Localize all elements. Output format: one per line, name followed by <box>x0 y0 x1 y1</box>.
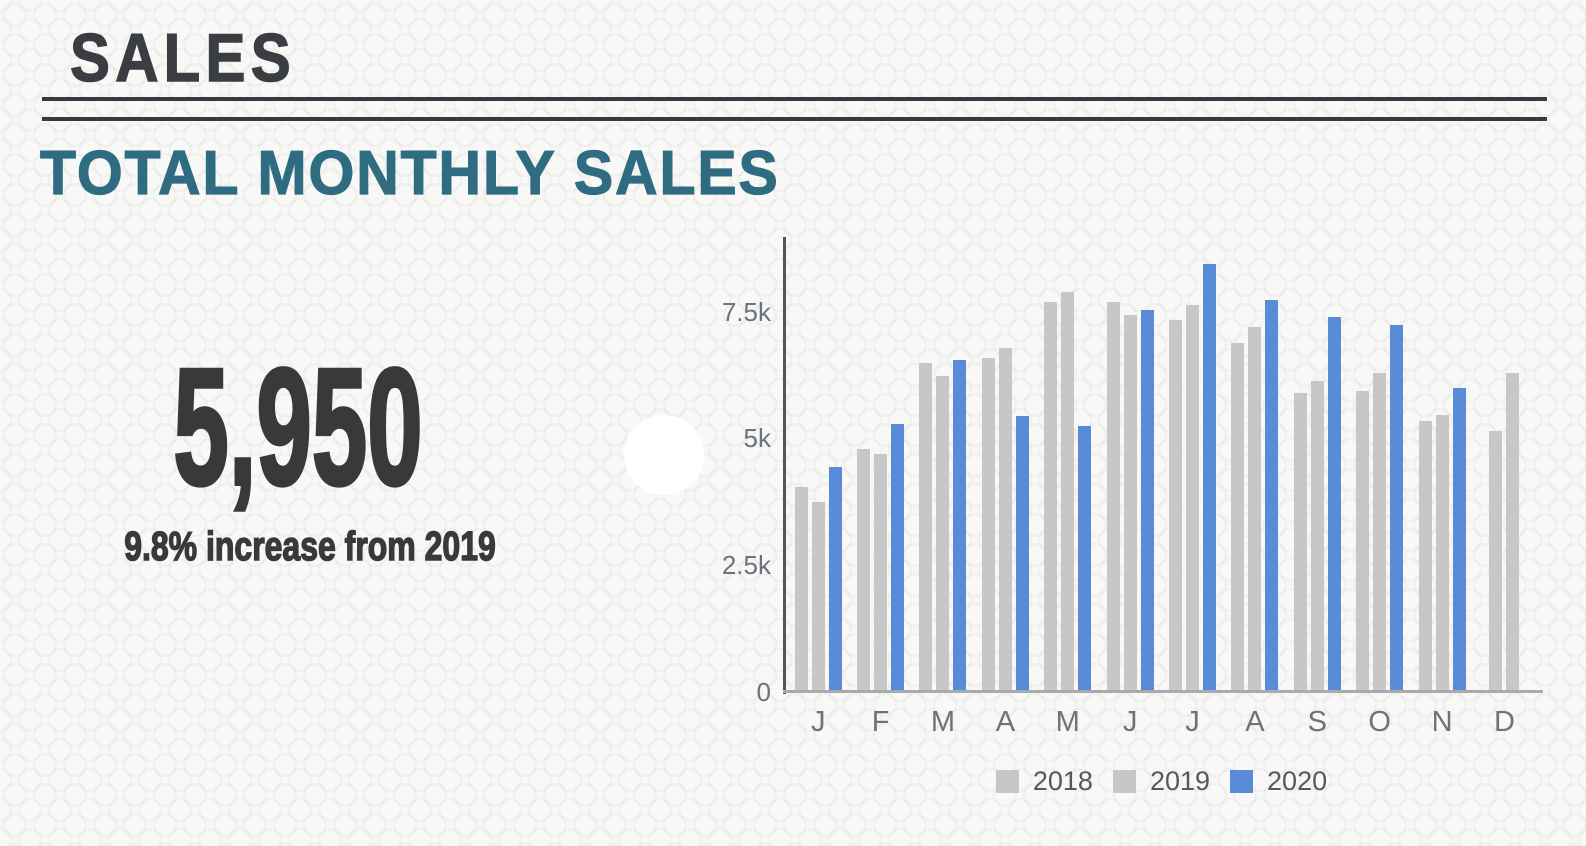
legend-label-2019: 2019 <box>1149 766 1211 796</box>
kpi-caption: 9.8% increase from 2019 <box>124 523 497 569</box>
legend-item-2019[interactable]: 2019 <box>1112 766 1211 796</box>
bar-2019-month-9 <box>1310 380 1324 690</box>
bar-2018-month-6 <box>1106 302 1120 690</box>
bar-2020-month-1 <box>828 466 842 690</box>
bar-group-3-M <box>912 237 974 690</box>
bar-group-10-O <box>1349 237 1411 690</box>
x-tick-label-6: J <box>1122 706 1138 738</box>
x-tick-label-10: O <box>1368 706 1391 738</box>
bar-2020-month-3 <box>953 360 967 690</box>
bar-2019-month-10 <box>1373 373 1387 690</box>
section-title: TOTAL MONTHLY SALES <box>39 139 780 208</box>
bar-2020-month-7 <box>1203 264 1217 690</box>
legend-item-2020[interactable]: 2020 <box>1230 768 1327 795</box>
header-divider-bottom <box>42 117 1547 121</box>
bar-2018-month-1 <box>794 487 808 690</box>
bar-2020-month-9 <box>1327 317 1341 690</box>
bar-2018-month-4 <box>981 357 995 690</box>
legend-swatch-2018 <box>995 770 1019 793</box>
header-divider-top <box>42 97 1547 101</box>
x-tick-label-8: A <box>1245 706 1265 738</box>
bar-2019-month-6 <box>1123 314 1137 690</box>
chart-legend: 2018 2019 2020 <box>787 768 1536 795</box>
bar-2018-month-7 <box>1169 319 1183 690</box>
x-tick-label-1: J <box>810 706 826 738</box>
legend-swatch-2019 <box>1112 770 1136 793</box>
y-tick-label-2.5k: 2.5k <box>721 550 771 580</box>
y-tick-label-5k: 5k <box>743 423 771 453</box>
y-axis-tick-labels: 7.5k 5k 2.5k 0 <box>677 237 777 707</box>
bar-group-4-A <box>974 237 1036 690</box>
bar-group-9-S <box>1286 237 1348 690</box>
x-tick-label-4: A <box>995 706 1016 738</box>
bar-2020-month-4 <box>1015 416 1029 690</box>
legend-item-2018[interactable]: 2018 <box>995 766 1093 796</box>
x-axis-line <box>783 690 1543 693</box>
bar-2020-month-2 <box>891 423 905 690</box>
plot-area <box>787 237 1536 690</box>
bar-2019-month-5 <box>1061 291 1075 690</box>
bar-2019-month-7 <box>1186 304 1200 690</box>
page-title: SALES <box>69 20 296 96</box>
bar-group-6-J <box>1099 237 1161 690</box>
bar-2019-month-8 <box>1248 327 1262 690</box>
bar-2018-month-12 <box>1489 431 1503 690</box>
bar-group-8-A <box>1224 237 1286 690</box>
x-tick-label-12: D <box>1494 706 1515 738</box>
monthly-sales-bar-chart: 7.5k 5k 2.5k 0 J F M A M J J A S O N D 2018 2019 2020 <box>722 237 1543 795</box>
legend-swatch-2020 <box>1230 770 1254 793</box>
bar-2018-month-9 <box>1293 393 1307 690</box>
bar-group-2-F <box>849 237 911 690</box>
bar-group-5-M <box>1037 237 1099 690</box>
x-tick-label-11: N <box>1431 706 1453 738</box>
bar-2019-month-1 <box>811 502 825 690</box>
y-tick-label-7.5k: 7.5k <box>721 297 771 327</box>
bar-2018-month-11 <box>1418 421 1432 690</box>
bar-2019-month-11 <box>1435 415 1449 690</box>
bar-2019-month-12 <box>1506 373 1520 690</box>
bar-2018-month-8 <box>1231 342 1245 690</box>
x-tick-label-2: F <box>871 706 890 738</box>
bar-2018-month-5 <box>1044 302 1058 690</box>
legend-label-2020: 2020 <box>1267 766 1328 796</box>
bar-2020-month-10 <box>1390 324 1404 690</box>
bar-2019-month-4 <box>998 347 1012 690</box>
bar-group-1-J <box>787 237 849 690</box>
bar-2018-month-3 <box>919 362 933 690</box>
bar-group-7-J <box>1161 237 1223 690</box>
bar-2020-month-5 <box>1078 426 1092 690</box>
x-tick-label-9: S <box>1307 706 1327 738</box>
background-circle-decoration <box>624 415 704 495</box>
bar-group-12-D <box>1473 237 1535 690</box>
x-tick-label-3: M <box>930 706 956 738</box>
bar-2019-month-3 <box>936 375 950 690</box>
bar-2018-month-10 <box>1356 390 1370 690</box>
bar-2020-month-11 <box>1452 388 1466 690</box>
bar-2020-month-6 <box>1140 309 1154 690</box>
y-axis-line <box>783 237 786 694</box>
bar-2019-month-2 <box>874 454 888 690</box>
x-tick-label-5: M <box>1055 706 1080 738</box>
y-tick-label-0: 0 <box>756 677 771 707</box>
bar-2020-month-8 <box>1265 299 1279 690</box>
bar-2018-month-2 <box>857 449 871 690</box>
bar-group-11-N <box>1411 237 1473 690</box>
x-tick-label-7: J <box>1185 706 1200 738</box>
legend-label-2018: 2018 <box>1032 766 1093 796</box>
kpi-value: 5,950 <box>172 335 424 520</box>
